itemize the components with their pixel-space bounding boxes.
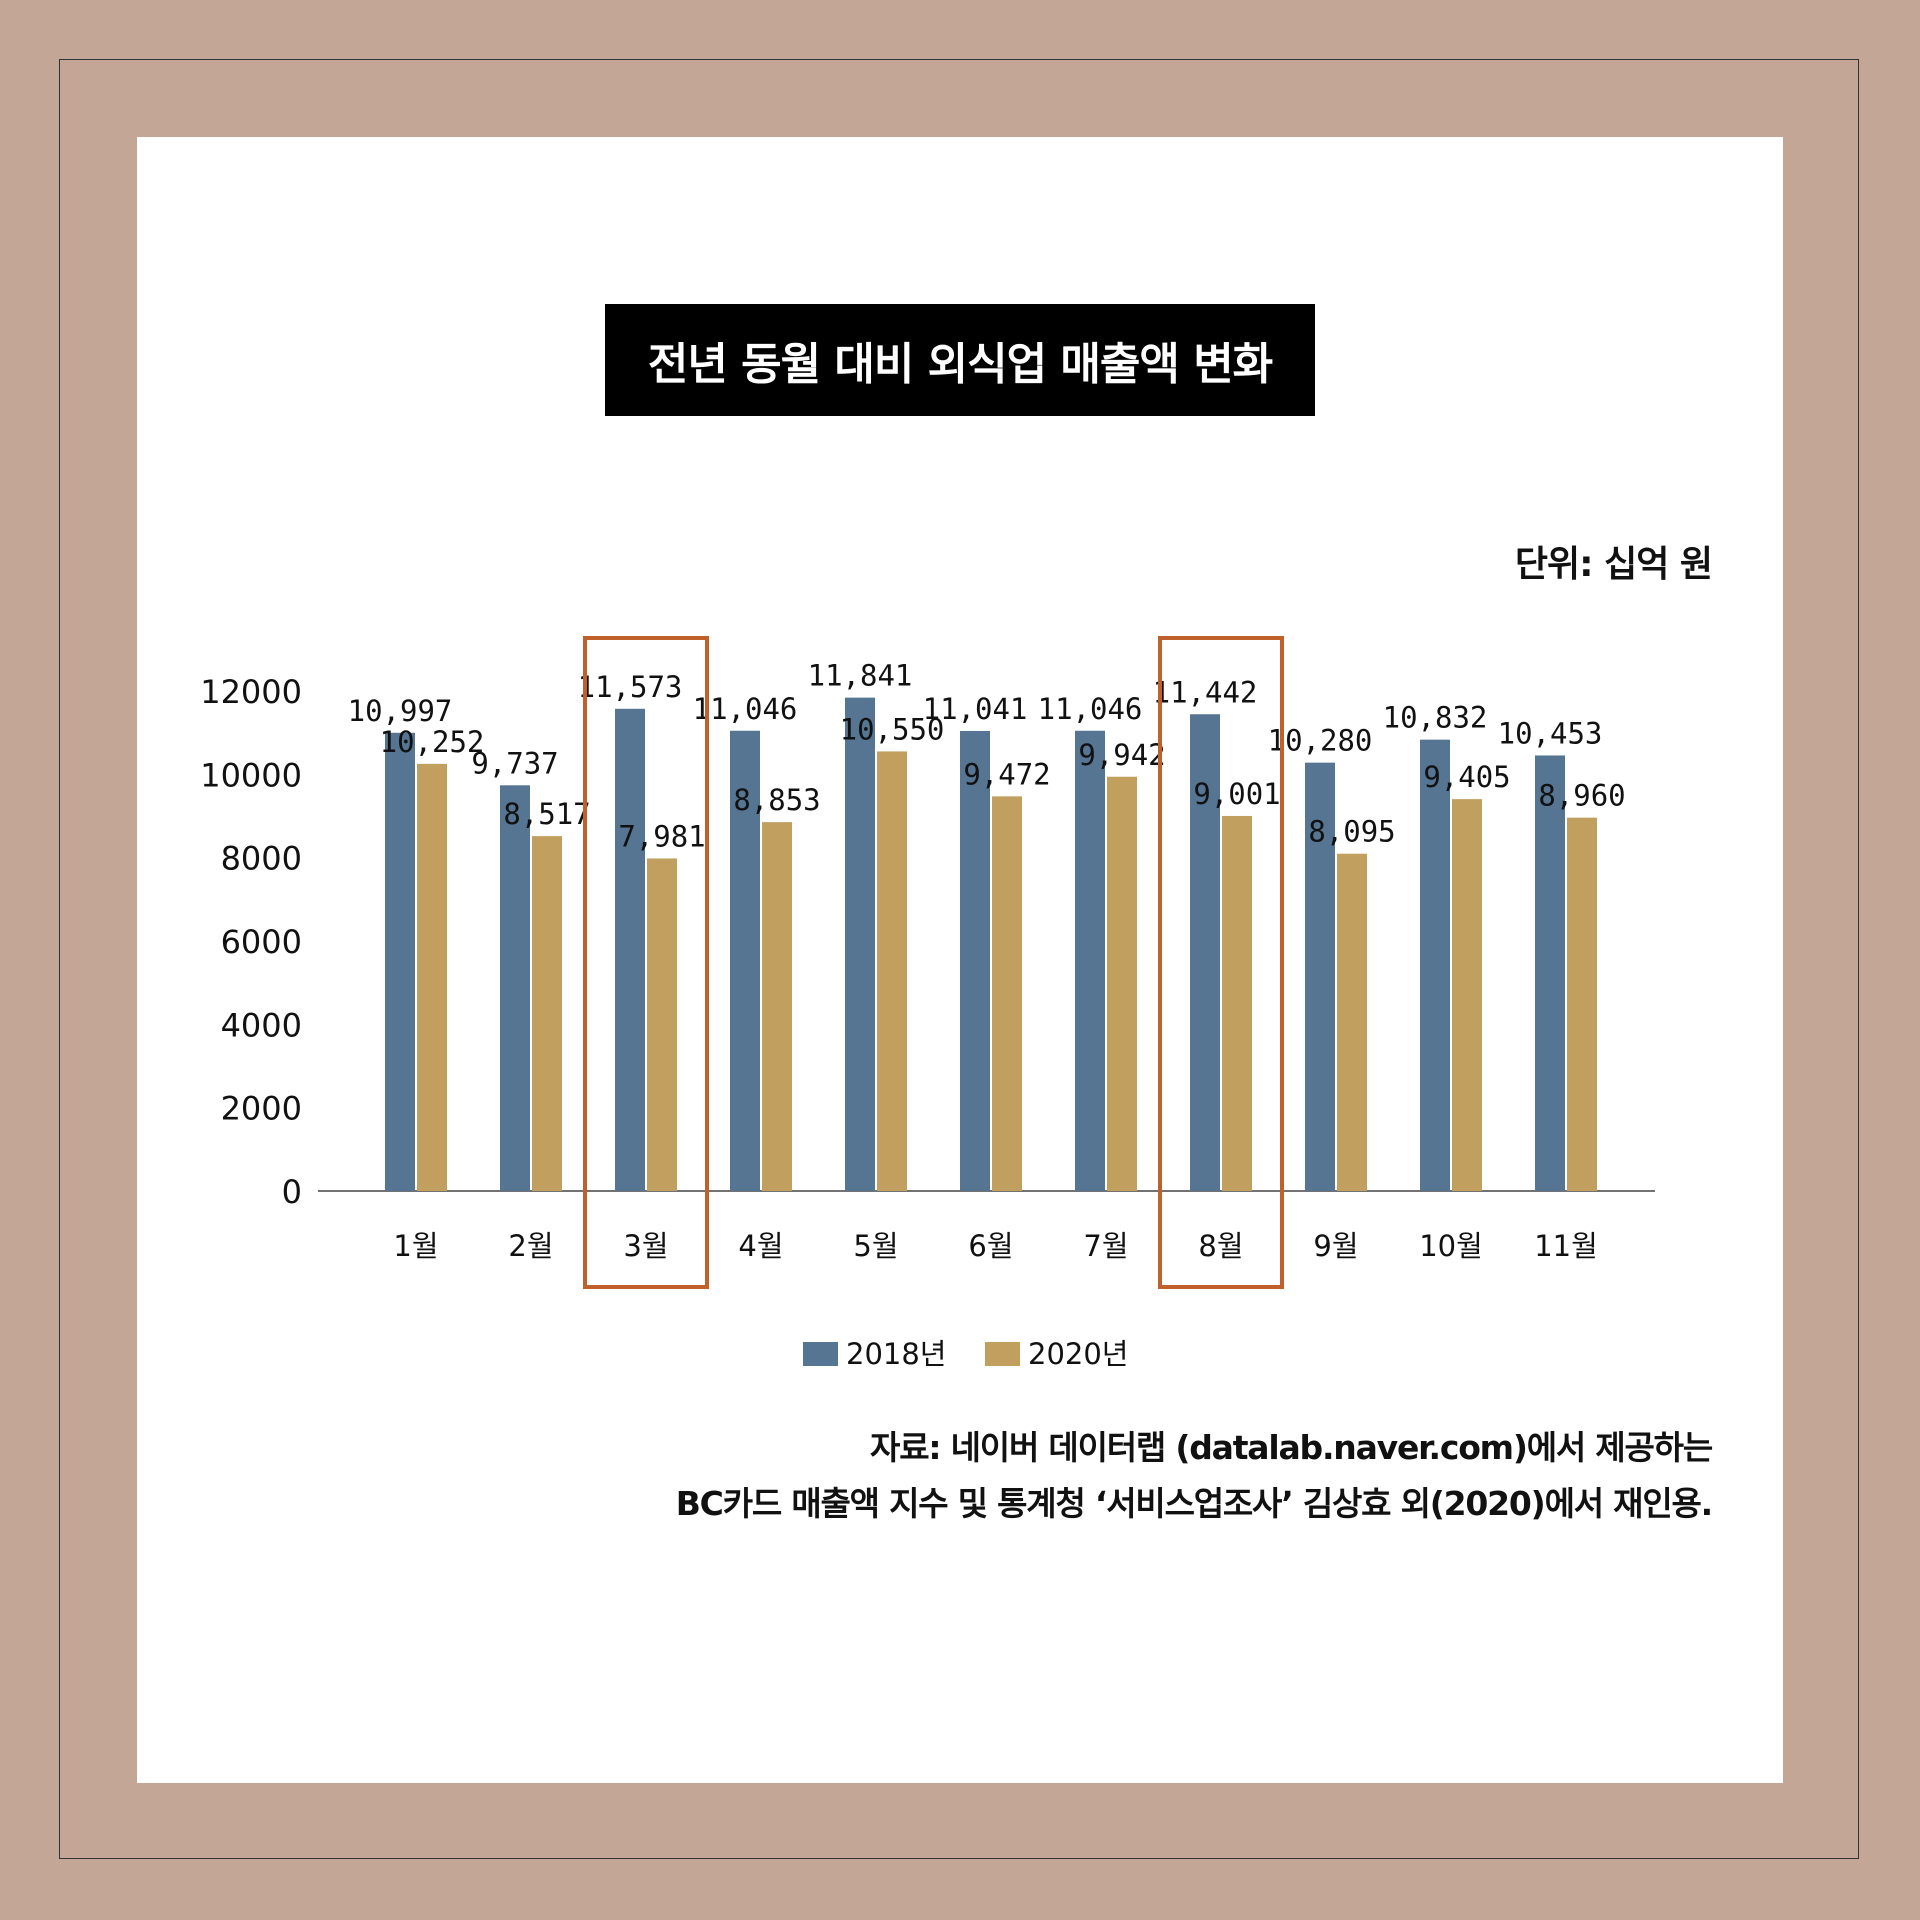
- y-tick-label: 10000: [200, 756, 302, 794]
- unit-label: 단위: 십억 원: [1514, 544, 1713, 585]
- data-label: 8,517: [503, 797, 590, 831]
- data-label: 9,942: [1078, 738, 1165, 772]
- data-label: 11,046: [1038, 692, 1143, 726]
- bar-2020: [762, 822, 792, 1191]
- data-label: 9,001: [1193, 777, 1280, 811]
- data-label: 11,046: [693, 692, 798, 726]
- highlight-box: [583, 636, 709, 1289]
- bar-2020: [992, 796, 1022, 1191]
- bar-2020: [1567, 817, 1597, 1191]
- bar-2018: [1305, 762, 1335, 1191]
- data-label: 10,550: [840, 712, 945, 746]
- data-label: 8,960: [1538, 779, 1625, 813]
- data-label: 10,453: [1498, 716, 1603, 750]
- data-label: 11,442: [1153, 675, 1258, 709]
- data-label: 10,832: [1383, 701, 1488, 735]
- legend-label: 2020년: [1028, 1337, 1128, 1371]
- x-tick-label: 6월: [968, 1229, 1013, 1263]
- x-tick-label: 9월: [1313, 1229, 1358, 1263]
- x-tick-label: 5월: [853, 1229, 898, 1263]
- x-tick-label: 1월: [393, 1229, 438, 1263]
- bar-2020: [532, 836, 562, 1191]
- highlight-box: [1158, 636, 1284, 1289]
- bar-2020: [877, 751, 907, 1191]
- legend-swatch: [985, 1342, 1020, 1366]
- chart-title: 전년 동월 대비 외식업 매출액 변화: [605, 304, 1315, 416]
- y-tick-label: 12000: [200, 673, 302, 711]
- bar-2018: [1535, 755, 1565, 1191]
- source-note: 자료: 네이버 데이터랩 (datalab.naver.com)에서 제공하는 …: [512, 1420, 1713, 1532]
- x-tick-label: 10월: [1419, 1229, 1483, 1263]
- source-line-1: 자료: 네이버 데이터랩 (datalab.naver.com)에서 제공하는: [870, 1428, 1713, 1467]
- data-label: 10,997: [348, 694, 453, 728]
- data-label: 8,853: [733, 783, 820, 817]
- x-tick-label: 4월: [738, 1229, 783, 1263]
- bar-2018: [500, 785, 530, 1191]
- bar-2020: [417, 763, 447, 1191]
- bar-2020: [1107, 776, 1137, 1191]
- x-tick-label: 3월: [623, 1229, 668, 1263]
- bar-2020: [1337, 853, 1367, 1191]
- bar-2020: [647, 858, 677, 1191]
- bar-2020: [1452, 799, 1482, 1191]
- data-label: 9,472: [963, 757, 1050, 791]
- legend-swatch: [803, 1342, 838, 1366]
- data-label: 10,252: [380, 725, 485, 759]
- data-label: 9,737: [471, 746, 558, 780]
- data-label: 11,041: [923, 692, 1028, 726]
- data-label: 8,095: [1308, 815, 1395, 849]
- data-label: 9,405: [1423, 760, 1510, 794]
- bar-2018: [845, 697, 875, 1191]
- bar-2018: [385, 732, 415, 1191]
- data-label: 11,573: [578, 670, 683, 704]
- data-label: 10,280: [1268, 724, 1373, 758]
- x-tick-label: 11월: [1534, 1229, 1598, 1263]
- y-tick-label: 0: [282, 1173, 302, 1211]
- bar-2020: [1222, 815, 1252, 1191]
- y-tick-label: 8000: [221, 840, 302, 878]
- y-tick-label: 2000: [221, 1090, 302, 1128]
- bar-2018: [960, 730, 990, 1191]
- outer-frame: [59, 59, 1859, 1859]
- bar-2018: [730, 730, 760, 1191]
- y-tick-label: 4000: [221, 1006, 302, 1044]
- x-tick-label: 7월: [1083, 1229, 1128, 1263]
- bar-2018: [1420, 739, 1450, 1191]
- bar-2018: [615, 708, 645, 1191]
- data-label: 7,981: [618, 819, 705, 853]
- x-tick-label: 8월: [1198, 1229, 1243, 1263]
- y-tick-label: 6000: [221, 923, 302, 961]
- bar-2018: [1190, 714, 1220, 1191]
- bar-2018: [1075, 730, 1105, 1191]
- x-tick-label: 2월: [508, 1229, 553, 1263]
- legend-label: 2018년: [846, 1337, 946, 1371]
- data-label: 11,841: [808, 659, 913, 693]
- source-line-2: BC카드 매출액 지수 및 통계청 ‘서비스업조사’ 김상효 외(2020)에서…: [675, 1484, 1713, 1523]
